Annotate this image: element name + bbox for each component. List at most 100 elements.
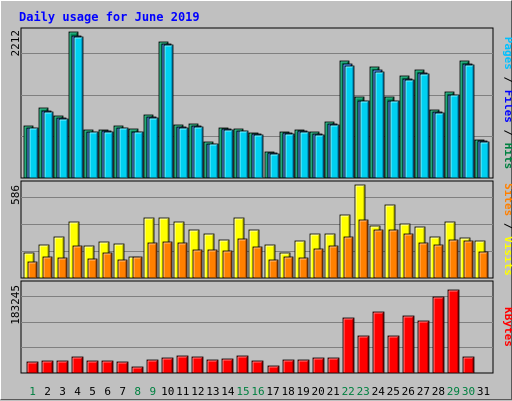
legend-entry: Sites — [502, 183, 512, 216]
bar-pages-day-1 — [28, 127, 39, 179]
bar-sites-day-29 — [448, 239, 459, 279]
bar-pages-day-26 — [404, 79, 415, 179]
x-tick-label: 25 — [387, 385, 400, 398]
panel-visits-sites: 586 Sites / Visits — [9, 180, 512, 279]
bar-pages-day-10 — [163, 44, 174, 179]
bar-kbytes-day-10 — [161, 357, 174, 374]
bar-pages-day-28 — [434, 112, 445, 179]
bar-sites-day-13 — [207, 249, 218, 279]
x-tick-label: 22 — [342, 385, 355, 398]
bar-pages-day-15 — [238, 130, 249, 179]
bar-sites-day-16 — [252, 246, 263, 279]
y-max-label: 586 — [9, 185, 22, 205]
bar-kbytes-day-6 — [101, 360, 114, 374]
bar-sites-day-2 — [42, 256, 53, 279]
bar-sites-day-31 — [478, 251, 489, 279]
x-tick-label: 29 — [447, 385, 460, 398]
legend-entry: Files — [502, 90, 512, 123]
bar-pages-day-23 — [359, 100, 370, 179]
bar-sites-day-11 — [177, 242, 188, 279]
x-tick-label: 12 — [191, 385, 204, 398]
bar-kbytes-day-19 — [297, 359, 310, 374]
bar-sites-day-5 — [87, 258, 98, 279]
x-tick-label: 17 — [266, 385, 279, 398]
y-max-label: 183245 — [9, 285, 22, 325]
x-tick-label: 30 — [462, 385, 475, 398]
x-tick-label: 20 — [311, 385, 324, 398]
bar-pages-day-12 — [193, 126, 204, 179]
bar-pages-day-22 — [344, 65, 355, 179]
x-tick-label: 18 — [281, 385, 294, 398]
bar-pages-day-18 — [284, 133, 295, 179]
bar-kbytes-day-5 — [86, 360, 99, 374]
x-tick-label: 10 — [161, 385, 174, 398]
legend-entry: / — [502, 70, 512, 90]
bar-kbytes-day-18 — [282, 359, 295, 374]
x-tick-label: 11 — [176, 385, 189, 398]
x-tick-label: 4 — [74, 385, 81, 398]
x-tick-label: 26 — [402, 385, 415, 398]
legend-entry: Pages — [502, 37, 512, 70]
bar-pages-day-7 — [118, 127, 129, 179]
legend-visits-sites: Sites / Visits — [502, 183, 512, 276]
bar-pages-day-16 — [253, 134, 264, 179]
y-max-label: 2212 — [9, 30, 22, 57]
bar-kbytes-day-24 — [372, 311, 385, 374]
bar-kbytes-day-13 — [206, 359, 219, 374]
x-tick-label: 13 — [206, 385, 219, 398]
bar-kbytes-day-8 — [131, 366, 144, 374]
x-axis-labels: 1 2 3 4 5 6 7 8 9 10 11 12 13 14 15 16 17 18 19 20 21 22 23 24 2… — [29, 385, 490, 398]
bar-kbytes-day-20 — [312, 357, 325, 374]
bar-kbytes-day-27 — [417, 320, 430, 374]
bar-pages-day-6 — [103, 131, 114, 179]
x-tick-label: 9 — [149, 385, 156, 398]
bar-pages-day-30 — [464, 64, 475, 179]
panel-hits-files-pages: 2212 Pages / Files / Hits — [9, 27, 512, 179]
x-tick-label: 6 — [104, 385, 111, 398]
bar-pages-day-31 — [479, 141, 490, 179]
bar-pages-day-17 — [269, 153, 280, 179]
bar-kbytes-day-29 — [447, 289, 460, 374]
legend-entry: KBytes — [502, 307, 512, 347]
panel-kbytes: 183245 KBytes — [9, 280, 512, 374]
bar-sites-day-26 — [403, 233, 414, 279]
bar-sites-day-17 — [268, 259, 279, 279]
x-tick-label: 24 — [372, 385, 386, 398]
x-tick-label: 5 — [89, 385, 96, 398]
bar-kbytes-day-14 — [221, 358, 234, 374]
bar-pages-day-25 — [389, 100, 400, 179]
bar-kbytes-day-25 — [387, 335, 400, 374]
legend-entry: Visits — [502, 236, 512, 276]
bar-pages-day-2 — [43, 111, 54, 179]
bar-pages-day-5 — [88, 131, 99, 179]
bar-pages-day-4 — [73, 36, 84, 179]
bar-pages-day-9 — [148, 117, 159, 179]
bar-pages-day-19 — [299, 131, 310, 179]
x-tick-label: 31 — [477, 385, 490, 398]
bar-kbytes-day-22 — [342, 317, 355, 374]
x-tick-label: 7 — [119, 385, 126, 398]
bar-sites-day-28 — [433, 244, 444, 279]
x-tick-label: 3 — [59, 385, 66, 398]
bar-sites-day-6 — [102, 252, 113, 279]
bar-sites-day-23 — [358, 219, 369, 279]
x-tick-label: 14 — [221, 385, 235, 398]
x-tick-label: 19 — [296, 385, 309, 398]
bar-pages-day-8 — [133, 131, 144, 179]
bar-pages-day-24 — [374, 71, 385, 179]
bar-sites-day-27 — [418, 242, 429, 279]
x-tick-label: 8 — [134, 385, 141, 398]
bar-sites-day-30 — [463, 240, 474, 279]
x-tick-label: 28 — [432, 385, 445, 398]
bar-pages-day-20 — [314, 134, 325, 179]
x-tick-label: 16 — [251, 385, 264, 398]
bar-pages-day-11 — [178, 127, 189, 179]
bar-kbytes-day-28 — [432, 296, 445, 374]
bar-sites-day-9 — [147, 242, 158, 279]
bar-sites-day-7 — [117, 259, 128, 279]
x-tick-label: 1 — [29, 385, 36, 398]
legend-entry: Hits — [502, 143, 512, 170]
bar-sites-day-4 — [72, 245, 83, 279]
bar-kbytes-day-2 — [41, 360, 54, 374]
